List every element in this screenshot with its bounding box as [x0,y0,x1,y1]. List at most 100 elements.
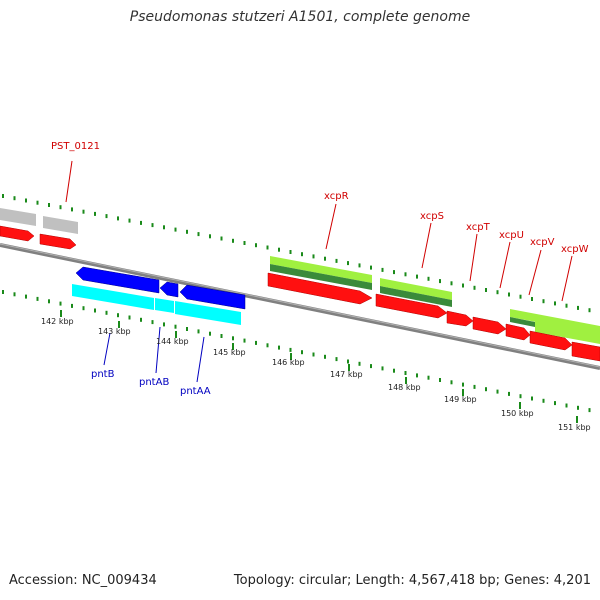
inner-tick-dot [220,334,223,338]
outer-tick-dot [370,265,372,270]
scale-tick [405,377,407,384]
label-xcpR[interactable]: xcpR [324,191,349,202]
inner-tick-dot [197,329,200,334]
gene-cyan-pntB [72,284,154,310]
leader-pntB [103,332,111,366]
leader-xcpV [528,249,542,296]
outer-tick-dot [71,207,73,212]
outer-tick-dot [48,203,50,207]
outer-tick-dot [485,288,487,292]
inner-tick-dot [531,396,533,401]
outer-tick-dot [13,196,16,201]
outer-tick-dot [450,281,453,286]
outer-tick-dot [381,267,384,272]
inner-tick-dot [289,347,292,352]
outer-tick-dot [105,214,108,219]
outer-tick-dot [197,232,200,237]
scale-tick [348,364,350,371]
scale-tick [576,416,578,423]
cds-red-xcpS [375,293,448,319]
outer-tick-dot [462,283,464,288]
inner-tick-dot [278,345,280,350]
inner-tick-dot [473,384,476,389]
outer-tick-dot [519,294,522,299]
cds-red-xcpU [472,316,507,335]
outer-tick-dots [2,194,591,313]
outer-tick-dot [439,279,441,284]
inner-tick-dot [542,398,545,403]
inner-tick-dot [266,343,269,348]
scale-tick [175,331,177,338]
outer-tick-dot [404,272,407,277]
inner-tick-dot [117,313,119,318]
inner-tick-dot [232,336,234,341]
outer-tick-dot [94,211,96,216]
outer-tick-dot [2,194,4,198]
label-PST_0121[interactable]: PST_0121 [51,141,100,152]
outer-tick-dot [174,227,177,232]
outer-tick-dot [117,216,119,221]
inner-tick-dot [25,294,27,299]
inner-tick-dot [588,408,591,413]
inner-tick-dot [404,371,407,375]
scale-tick [232,343,234,350]
scale-label-142: 142 kbp [41,317,74,326]
outer-tick-dot [209,234,211,239]
label-pntB[interactable]: pntB [91,369,115,380]
gene-blue-pntAB [159,281,179,298]
gene-green-xcpR [270,256,372,283]
inner-tick-dot [519,394,522,399]
label-xcpT[interactable]: xcpT [466,222,491,233]
inner-tick-dot [48,299,50,304]
label-xcpV[interactable]: xcpV [530,237,555,248]
outer-tick-dot [128,218,131,223]
inner-tick-dot [174,324,177,329]
accession-text: Accession: NC_009434 [9,573,157,588]
leader-xcpS [421,222,432,269]
scale-tick [290,353,292,360]
inner-tick-dot [450,380,453,385]
cds-red-xcpW [529,330,573,351]
inner-tick-dot [416,373,418,378]
inner-tick-dot [439,378,441,382]
inner-tick-dot [36,296,39,301]
outer-tick-dot [186,229,188,234]
inner-tick-dots [2,290,591,413]
outer-tick-dot [220,236,223,241]
label-xcpW[interactable]: xcpW [561,244,589,255]
outer-tick-dot [243,241,246,245]
outer-tick-dot [588,308,591,313]
scale-ticks [60,310,578,423]
outer-tick-dot [255,243,257,248]
inner-tick-dot [2,290,4,294]
outer-tick-dot [531,297,533,301]
scale-label-147: 147 kbp [330,370,363,379]
cds-red-2 [39,233,77,250]
label-pntAB[interactable]: pntAB [139,377,169,388]
inner-tick-dot [485,387,487,392]
scale-label-149: 149 kbp [444,395,477,404]
inner-tick-dot [554,401,556,406]
outer-tick-dot [347,261,349,266]
label-pntAA[interactable]: pntAA [180,386,211,397]
inner-tick-dot [301,350,303,355]
leader-pntAB [155,326,161,374]
inner-tick-dot [462,382,464,387]
outer-tick-dot [278,247,280,252]
inner-tick-dot [255,340,257,345]
inner-tick-dot [427,375,430,380]
label-xcpU[interactable]: xcpU [499,230,524,241]
outer-tick-dot [577,305,579,310]
inner-tick-dot [151,320,154,325]
gene-green-xcpS [380,278,452,300]
scale-label-150: 150 kbp [501,409,534,418]
inner-tick-dot [324,354,326,359]
inner-tick-dot [370,364,372,369]
inner-tick-dot [186,327,188,331]
inner-tick-dot [128,315,131,320]
cds-red-1 [0,225,35,242]
label-xcpS[interactable]: xcpS [420,211,444,222]
inner-tick-dot [312,352,315,357]
inner-tick-dot [13,292,16,297]
outer-tick-dot [565,303,568,308]
